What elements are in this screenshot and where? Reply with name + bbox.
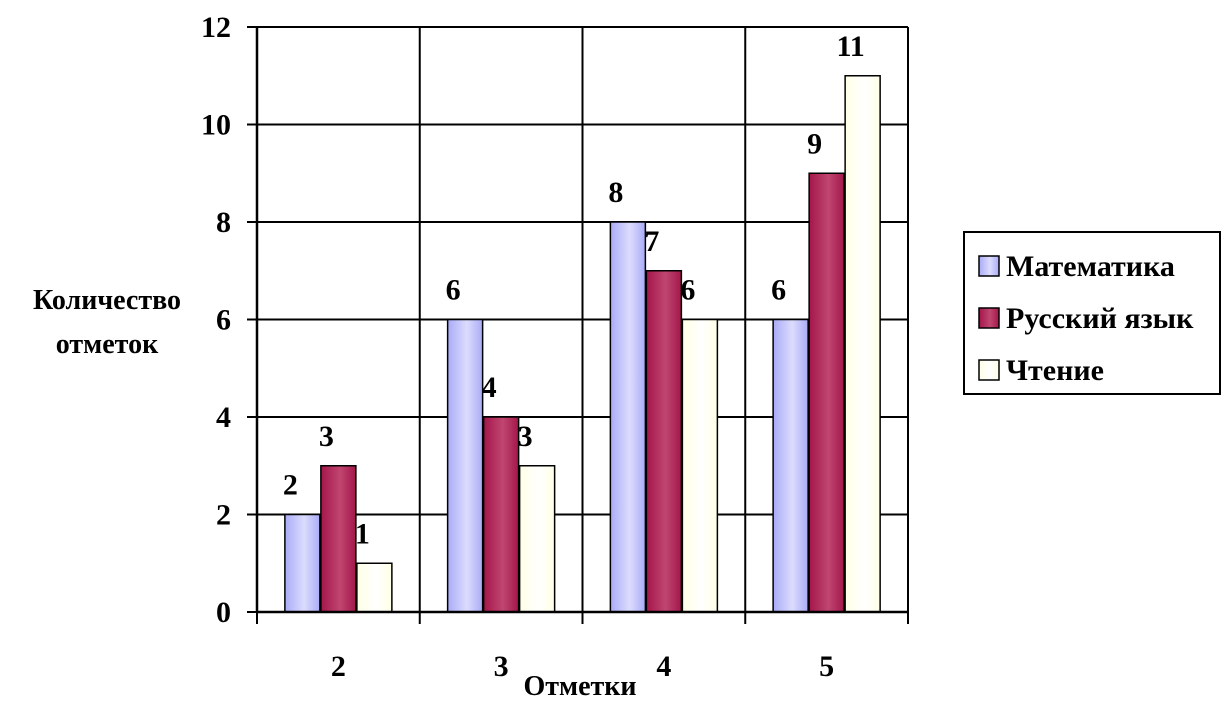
- bar: [681, 318, 719, 613]
- x-tick-label: 2: [331, 650, 346, 683]
- y-axis-title-line-1: Количество: [33, 285, 181, 316]
- legend-label: Русский язык: [1006, 302, 1194, 335]
- y-tick-label: 6: [216, 304, 231, 337]
- data-label: 6: [680, 274, 695, 307]
- y-axis-title: Количество отметок: [33, 285, 181, 360]
- data-label: 6: [771, 274, 786, 307]
- legend-frame: [963, 231, 1221, 395]
- legend: Математика Русский язык Чтение: [963, 231, 1221, 395]
- y-tick-label: 0: [216, 596, 231, 629]
- bar: [320, 465, 357, 613]
- x-axis-title: Отметки: [523, 671, 636, 702]
- data-label: 1: [355, 517, 370, 550]
- legend-label: Математика: [1006, 250, 1175, 283]
- y-tick-label: 4: [216, 401, 231, 434]
- x-tick-label: 3: [494, 650, 509, 683]
- data-label: 2: [283, 469, 298, 502]
- data-label: 6: [446, 274, 461, 307]
- y-axis-title-line-2: отметок: [56, 329, 159, 360]
- data-label: 7: [644, 225, 659, 258]
- data-label: 9: [807, 127, 822, 160]
- legend-swatch: [978, 255, 1000, 277]
- x-tick-label: 4: [656, 650, 671, 683]
- bar: [808, 172, 845, 613]
- bar-layer: [284, 75, 881, 613]
- bar: [844, 75, 881, 613]
- data-label: 3: [319, 420, 334, 453]
- bar: [645, 270, 683, 613]
- data-label: 4: [482, 371, 497, 404]
- x-tick-label: 5: [819, 650, 834, 683]
- data-label: 3: [518, 420, 533, 453]
- legend-label: Чтение: [1006, 354, 1104, 387]
- y-tick-label: 8: [216, 206, 231, 239]
- y-tick-label: 12: [201, 11, 231, 44]
- bar: [356, 562, 393, 613]
- data-label: 8: [608, 176, 623, 209]
- y-tick-label: 10: [201, 109, 231, 142]
- bar: [518, 465, 556, 613]
- bar: [772, 318, 809, 613]
- y-tick-label: 2: [216, 499, 231, 532]
- bar: [446, 318, 484, 613]
- legend-swatch: [978, 359, 1000, 381]
- bar: [482, 416, 520, 613]
- data-label: 11: [836, 30, 864, 63]
- legend-items: Математика Русский язык Чтение: [978, 250, 1194, 387]
- bar: [609, 221, 647, 613]
- bar: [284, 513, 321, 613]
- legend-swatch: [978, 307, 1000, 329]
- grid-layer: [256, 26, 909, 613]
